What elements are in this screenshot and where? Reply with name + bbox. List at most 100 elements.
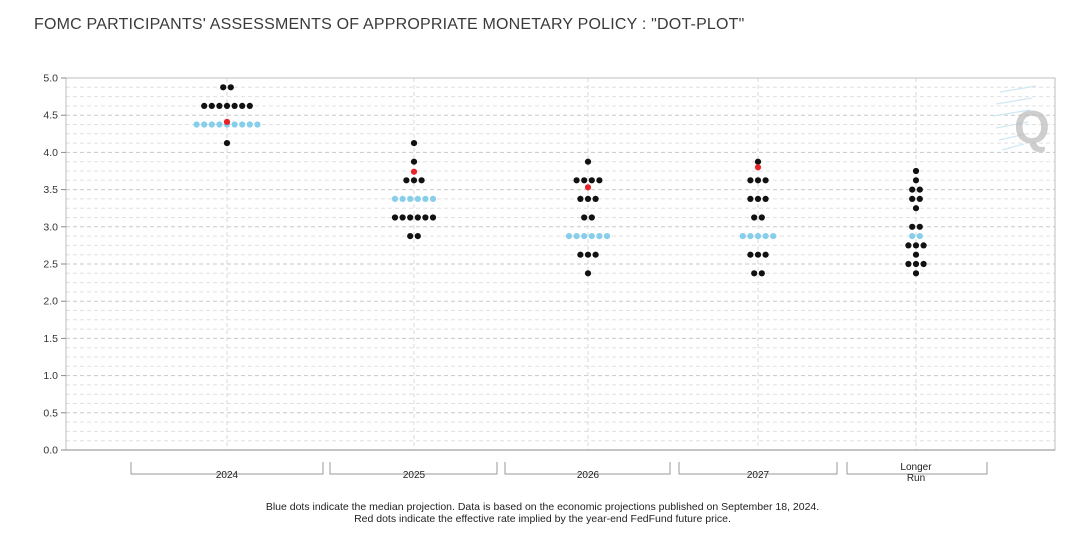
futures-implied-dot [223,118,231,125]
participant-dot [905,260,912,268]
participant-dot [410,177,418,184]
participant-dot [223,140,231,147]
median-dot [429,195,437,202]
x-category-bracket [130,462,324,475]
participant-dot [905,242,912,249]
watermark-stripe [998,133,1027,141]
participant-dot [747,177,754,184]
y-tick-label: 1.0 [43,370,58,382]
median-dot [603,233,611,240]
median-dot [216,121,223,128]
median-dot [414,195,421,202]
participant-dot [754,177,762,184]
x-category-label: 2026 [577,470,600,481]
participant-dot [762,177,769,184]
participant-dot [429,214,437,221]
median-dot [762,233,769,240]
participant-dot [754,195,762,202]
median-dot [747,233,754,240]
participant-dot [751,270,758,277]
watermark-stripe [999,85,1037,93]
participant-dot [246,102,253,109]
futures-implied-dot [754,164,762,171]
participant-dot [912,177,920,184]
participant-dot [220,84,227,91]
x-category-bracket [329,462,498,475]
median-dot [596,233,603,240]
participant-dot [592,195,599,202]
participant-dot [909,186,916,193]
participant-dot [577,251,584,258]
participant-dot [581,177,588,184]
participant-dot [754,158,762,165]
participant-dot [909,223,916,230]
participant-dot [916,223,923,230]
median-dot [208,121,215,128]
x-category-bracket [678,462,838,475]
participant-dot [758,270,765,277]
x-category-label: 2024 [216,470,239,481]
x-category-label: 2027 [747,470,770,481]
participant-dot [912,167,920,175]
footnote: Blue dots indicate the median projection… [0,501,1085,525]
watermark-q: Q [1014,101,1050,153]
participant-dot [216,102,223,109]
participant-dot [596,177,603,184]
participant-dot [762,195,769,202]
participant-dot [418,177,425,184]
median-dot [391,195,399,202]
y-tick-label: 2.0 [43,296,58,308]
participant-dot [410,158,418,165]
y-tick-label: 0.0 [43,445,58,457]
participant-dot [581,214,588,221]
median-dot [193,121,200,128]
participant-dot [414,214,421,221]
x-category-label: 2025 [403,470,426,481]
participant-dot [916,195,923,202]
y-tick-label: 3.5 [43,184,58,196]
median-dot [239,121,246,128]
participant-dot [223,102,231,109]
participant-dot [399,214,406,221]
y-tick-label: 3.0 [43,221,58,233]
participant-dot [909,195,916,202]
participant-dot [410,140,418,147]
participant-dot [754,251,762,258]
median-dot [254,121,261,128]
x-category-label: Run [907,473,925,484]
median-dot [565,233,573,240]
participant-dot [407,214,414,221]
footnote-median: Blue dots indicate the median projection… [265,501,820,513]
y-tick-label: 1.5 [43,333,58,345]
median-dot [916,233,923,240]
y-tick-label: 2.5 [43,259,58,271]
gridlines [65,77,1056,451]
participant-dot [391,214,399,221]
watermark-stripe [995,121,1029,129]
median-dot [770,233,777,240]
futures-implied-dot [584,184,592,191]
participant-dot [592,251,599,258]
participant-dot [916,186,923,193]
participant-dot [584,270,592,277]
median-dot [739,233,746,240]
y-tick-label: 5.0 [43,73,58,85]
median-dot [201,121,208,128]
x-category-bracket [504,462,671,475]
participant-dot [584,158,592,165]
median-dot [573,233,580,240]
participant-dot [407,233,414,240]
median-dot [246,121,253,128]
participant-dot [573,177,580,184]
participant-dot [588,214,595,221]
watermark-stripe [995,97,1033,105]
page-title: FOMC PARTICIPANTS' ASSESSMENTS OF APPROP… [34,16,745,33]
participant-dot [208,102,215,109]
futures-implied-dot [410,168,418,175]
median-dot [581,233,588,240]
median-dot [754,233,762,240]
participant-dot [747,195,754,202]
watermark-logo: Q [992,85,1050,153]
median-dot [422,195,429,202]
